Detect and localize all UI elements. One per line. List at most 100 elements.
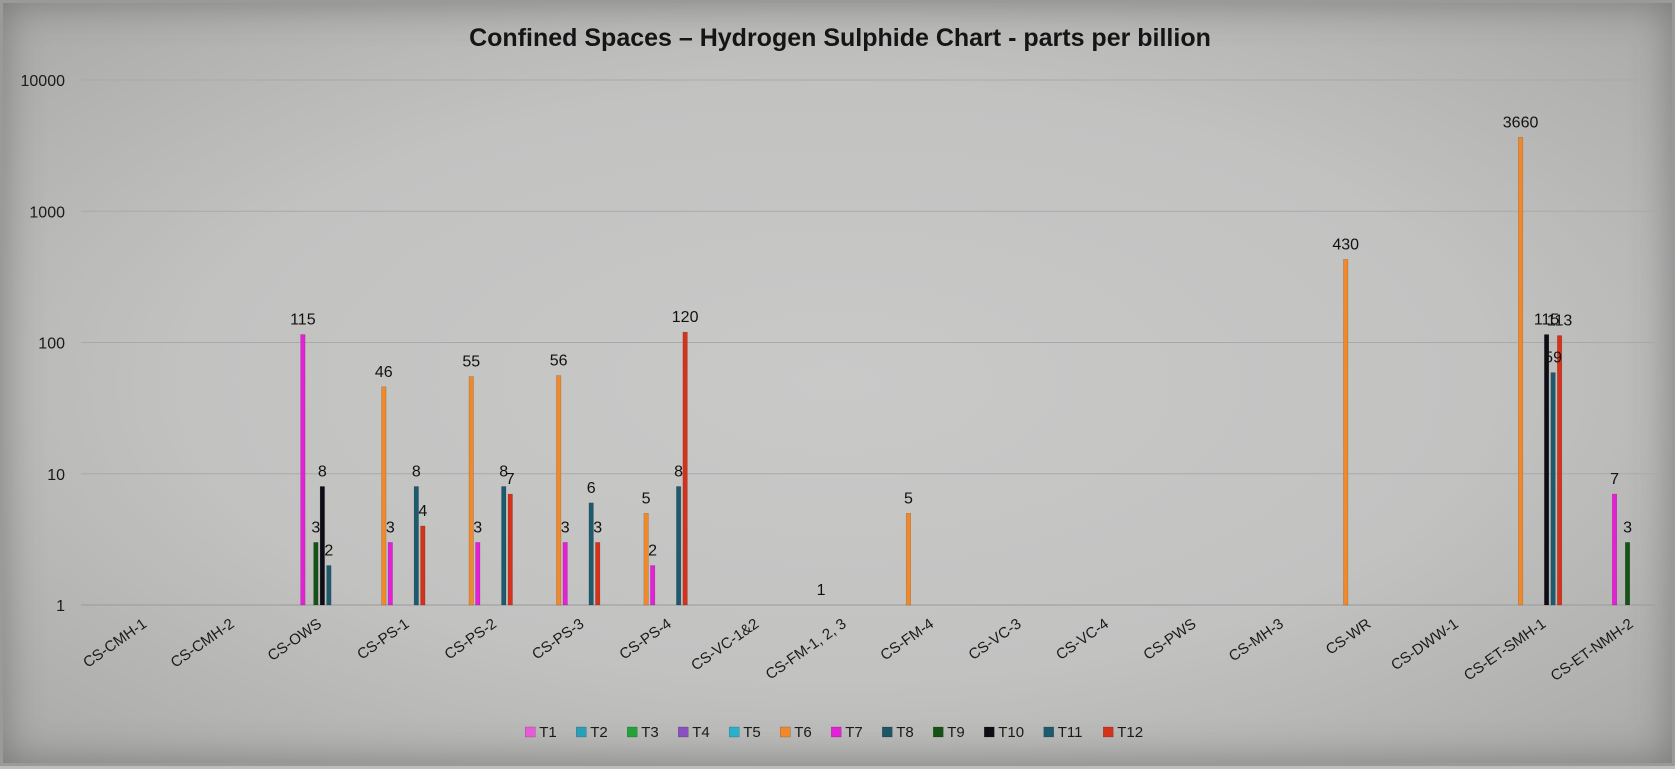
- legend: T1 T2 T3 T4 T5 T6 T7 T8 T9 T10 T11 T12: [525, 724, 1143, 741]
- data-label: 3: [473, 519, 482, 536]
- x-tick-label: CS-MH-3: [1226, 615, 1287, 665]
- bar-t11: [501, 486, 507, 606]
- bar-t10: [319, 486, 325, 606]
- legend-label-t8: T8: [896, 724, 914, 741]
- bar-t6: [468, 376, 474, 606]
- bar-t7: [650, 565, 656, 606]
- data-label: 115: [1534, 312, 1560, 329]
- x-tick-label: CS-CMH-2: [168, 615, 238, 671]
- legend-swatch-t12: [1103, 726, 1114, 738]
- legend-label-t2: T2: [590, 724, 608, 741]
- y-axis: 10000 1000 100 10 1: [21, 73, 66, 615]
- bar-t12: [1557, 335, 1563, 606]
- data-label: 4: [418, 503, 427, 520]
- bar-t11: [326, 565, 332, 606]
- bar-t6: [381, 386, 387, 606]
- x-tick-label: CS-WR: [1323, 615, 1375, 658]
- x-tick-label: CS-PWS: [1140, 615, 1199, 663]
- legend-label-t1: T1: [539, 724, 557, 741]
- bar-t6: [556, 375, 562, 606]
- x-tick-label: CS-FM-4: [877, 615, 937, 664]
- bar-t9: [1625, 542, 1631, 606]
- x-tick-label: CS-OWS: [265, 615, 325, 664]
- bar-t9: [313, 542, 319, 606]
- data-label: 46: [375, 364, 393, 381]
- bar-t10: [1544, 334, 1550, 606]
- x-tick-label: CS-VC-4: [1053, 615, 1112, 663]
- data-label: 1: [817, 582, 826, 599]
- data-label: 3: [593, 519, 602, 536]
- bar-t7: [1612, 493, 1618, 606]
- y-tick-label: 10000: [21, 73, 66, 90]
- x-tick-label: CS-VC-1&2: [688, 615, 762, 674]
- bar-t11: [1550, 372, 1556, 606]
- bar-t12: [420, 525, 426, 606]
- data-label: 5: [642, 490, 651, 507]
- y-tick-label: 1000: [29, 204, 65, 221]
- x-tick-label: CS-VC-3: [966, 615, 1025, 663]
- legend-swatch-t2: [576, 726, 587, 738]
- bar-t7: [562, 542, 568, 606]
- bar-t11: [676, 486, 682, 606]
- legend-label-t10: T10: [998, 724, 1024, 741]
- data-label: 8: [499, 463, 508, 480]
- bars: [300, 137, 1631, 606]
- y-tick-label: 1: [56, 598, 65, 615]
- legend-label-t4: T4: [692, 724, 710, 741]
- legend-swatch-t7: [831, 726, 842, 738]
- chart-title: Confined Spaces – Hydrogen Sulphide Char…: [469, 24, 1211, 52]
- bar-t6: [1343, 259, 1349, 606]
- data-label: 3: [1623, 519, 1632, 536]
- x-tick-label: CS-ET-NMH-2: [1548, 615, 1637, 684]
- bar-t12: [595, 542, 601, 606]
- legend-swatch-t4: [678, 726, 689, 738]
- x-tick-label: CS-ET-SMH-1: [1461, 615, 1549, 684]
- bar-t6: [1518, 137, 1524, 606]
- bar-t11: [413, 486, 419, 606]
- data-label: 113: [1547, 313, 1573, 330]
- y-tick-label: 10: [47, 467, 65, 484]
- data-label: 8: [318, 463, 327, 480]
- legend-label-t7: T7: [845, 724, 863, 741]
- legend-swatch-t10: [984, 726, 995, 738]
- legend-swatch-t3: [627, 726, 638, 738]
- legend-label-t5: T5: [743, 724, 761, 741]
- gridlines: [81, 79, 1655, 606]
- x-tick-label: CS-PS-2: [442, 615, 500, 663]
- x-tick-label: CS-CMH-1: [80, 615, 150, 671]
- legend-label-t11: T11: [1058, 724, 1083, 741]
- legend-swatch-t11: [1043, 726, 1054, 738]
- data-label: 3: [561, 519, 570, 536]
- bar-t12: [507, 493, 513, 606]
- bar-t6: [905, 513, 911, 606]
- data-label: 3660: [1503, 114, 1539, 131]
- bar-t7: [300, 334, 306, 606]
- legend-swatch-t5: [729, 726, 740, 738]
- data-label: 3: [386, 519, 395, 536]
- legend-swatch-t6: [780, 726, 791, 738]
- data-label: 7: [506, 471, 515, 488]
- data-label: 8: [674, 463, 683, 480]
- bar-t7: [475, 542, 481, 606]
- x-tick-label: CS-PS-1: [354, 615, 412, 663]
- data-label: 5: [904, 490, 913, 507]
- bar-t11: [588, 502, 594, 606]
- legend-label-t3: T3: [641, 724, 659, 741]
- legend-swatch-t1: [525, 726, 536, 738]
- bar-t7: [387, 542, 393, 606]
- data-label: 56: [550, 353, 568, 370]
- data-label: 7: [1610, 471, 1619, 488]
- x-axis: CS-CMH-1 CS-CMH-2 CS-OWS CS-PS-1 CS-PS-2 CS-P…: [80, 615, 1636, 684]
- data-label: 2: [324, 542, 333, 559]
- legend-label-t12: T12: [1117, 724, 1143, 741]
- x-tick-label: CS-DWW-1: [1388, 615, 1462, 674]
- data-label: 8: [412, 463, 421, 480]
- x-tick-label: CS-FM-1, 2, 3: [763, 615, 850, 683]
- legend-swatch-t9: [933, 726, 944, 738]
- bar-t12: [682, 331, 688, 606]
- legend-label-t6: T6: [794, 724, 812, 741]
- data-label: 2: [648, 542, 657, 559]
